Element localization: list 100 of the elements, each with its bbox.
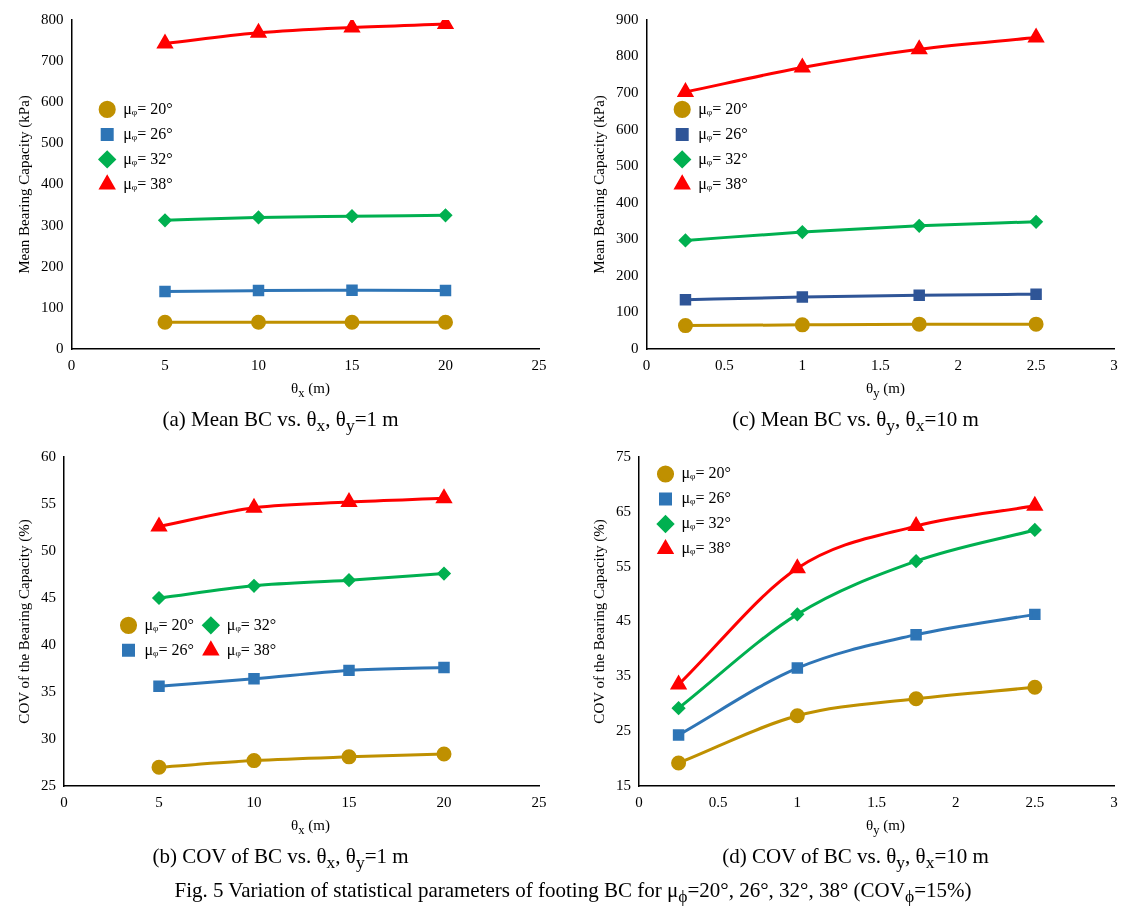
y-tick-label: 45 (616, 612, 631, 629)
y-tick-label: 60 (41, 448, 56, 465)
legend-label: μᵩ= 32° (226, 615, 277, 634)
point (439, 284, 452, 297)
point (151, 518, 167, 532)
point (341, 493, 357, 508)
point (908, 517, 924, 532)
y-tick-label: 900 (616, 10, 639, 27)
y-tick-label: 55 (41, 495, 56, 512)
point (246, 753, 262, 769)
y-axis-title: COV of the Bearing Capacity (%) (15, 519, 33, 724)
y-tick-label: 35 (41, 683, 56, 700)
point (153, 680, 165, 693)
x-tick-label: 1.5 (867, 794, 886, 811)
x-tick-label: 0.5 (708, 794, 728, 811)
point (252, 284, 265, 297)
point (251, 314, 266, 330)
x-tick-label: 20 (438, 356, 453, 373)
y-axis-title: Mean Bearing Capacity (kPa) (590, 95, 608, 274)
legend-label: μᵩ= 26° (144, 640, 194, 659)
point (790, 608, 804, 622)
x-tick-label: 0 (642, 356, 651, 373)
x-tick-label: 15 (341, 794, 357, 811)
point (252, 210, 265, 224)
point (1030, 288, 1042, 300)
x-tick-label: 25 (531, 794, 547, 811)
x-axis-title: θ$_{y}$ (m) (865, 379, 906, 402)
point (910, 629, 922, 641)
point (158, 213, 172, 227)
legend-label: μᵩ= 26° (681, 489, 731, 508)
point (911, 316, 927, 332)
x-tick-label: 1 (798, 356, 807, 373)
legend-label: μᵩ= 38° (123, 174, 173, 193)
point (159, 285, 171, 298)
y-tick-label: 25 (616, 722, 631, 739)
point (911, 40, 927, 55)
legend-label: μᵩ= 32° (681, 514, 731, 533)
y-tick-label: 45 (41, 589, 56, 606)
point (342, 573, 356, 587)
y-tick-label: 800 (41, 10, 64, 27)
legend-label: μᵩ= 20° (698, 99, 748, 118)
point (796, 291, 809, 303)
y-axis-title: Mean Bearing Capacity (kPa) (15, 95, 33, 274)
legend-label: μᵩ= 32° (698, 149, 748, 168)
y-tick-label: 300 (41, 216, 64, 233)
y-tick-label: 25 (41, 777, 56, 794)
point (344, 314, 360, 330)
point (436, 746, 452, 762)
x-tick-label: 0 (67, 356, 76, 373)
point (436, 490, 452, 504)
y-tick-label: 400 (616, 193, 639, 210)
y-tick-label: 50 (41, 542, 56, 559)
x-tick-label: 0.5 (715, 356, 734, 373)
point (909, 554, 923, 568)
point (248, 673, 260, 685)
legend-label: μᵩ= 26° (123, 124, 173, 143)
point (1028, 523, 1042, 537)
point (438, 314, 453, 330)
point (672, 701, 686, 715)
point (1028, 29, 1044, 43)
point (671, 755, 687, 771)
y-tick-label: 500 (616, 157, 639, 174)
point (794, 59, 810, 73)
y-tick-label: 0 (56, 339, 64, 356)
point (341, 749, 357, 765)
y-tick-label: 300 (616, 230, 639, 247)
x-axis-title: θ$_{x}$ (m) (290, 379, 331, 402)
legend-label: μᵩ= 26° (698, 124, 748, 143)
x-tick-label: 25 (531, 356, 547, 373)
x-tick-label: 10 (251, 356, 266, 373)
y-tick-label: 15 (616, 777, 631, 794)
y-tick-label: 600 (616, 120, 639, 137)
y-tick-label: 100 (616, 303, 639, 320)
text: (a) Mean BC vs. θ$_{x}$, θ$_{y}$=1 m (161, 406, 400, 438)
x-tick-label: 20 (436, 794, 452, 811)
y-tick-label: 700 (616, 84, 639, 101)
legend-label: μᵩ= 38° (698, 174, 748, 193)
y-tick-label: 75 (616, 448, 631, 465)
y-axis-title: COV of the Bearing Capacity (%) (590, 519, 608, 724)
point (1027, 679, 1043, 695)
x-tick-label: 2.5 (1025, 794, 1045, 811)
legend-label: μᵩ= 38° (226, 640, 277, 659)
y-tick-label: 200 (41, 257, 64, 274)
point (345, 209, 359, 223)
legend-label: μᵩ= 32° (123, 149, 173, 168)
point (439, 208, 452, 222)
point (1027, 497, 1043, 511)
y-tick-label: 700 (41, 52, 64, 69)
point (1029, 215, 1043, 229)
point (157, 34, 173, 49)
y-tick-label: 600 (41, 93, 64, 110)
point (671, 676, 687, 690)
y-tick-label: 200 (616, 266, 639, 283)
x-tick-label: 1 (793, 794, 802, 811)
point (1028, 316, 1044, 332)
x-axis-title: θ$_{y}$ (m) (865, 816, 906, 840)
x-tick-label: 3 (1110, 794, 1118, 811)
point (672, 729, 685, 741)
point (1029, 608, 1041, 621)
point (913, 289, 925, 302)
